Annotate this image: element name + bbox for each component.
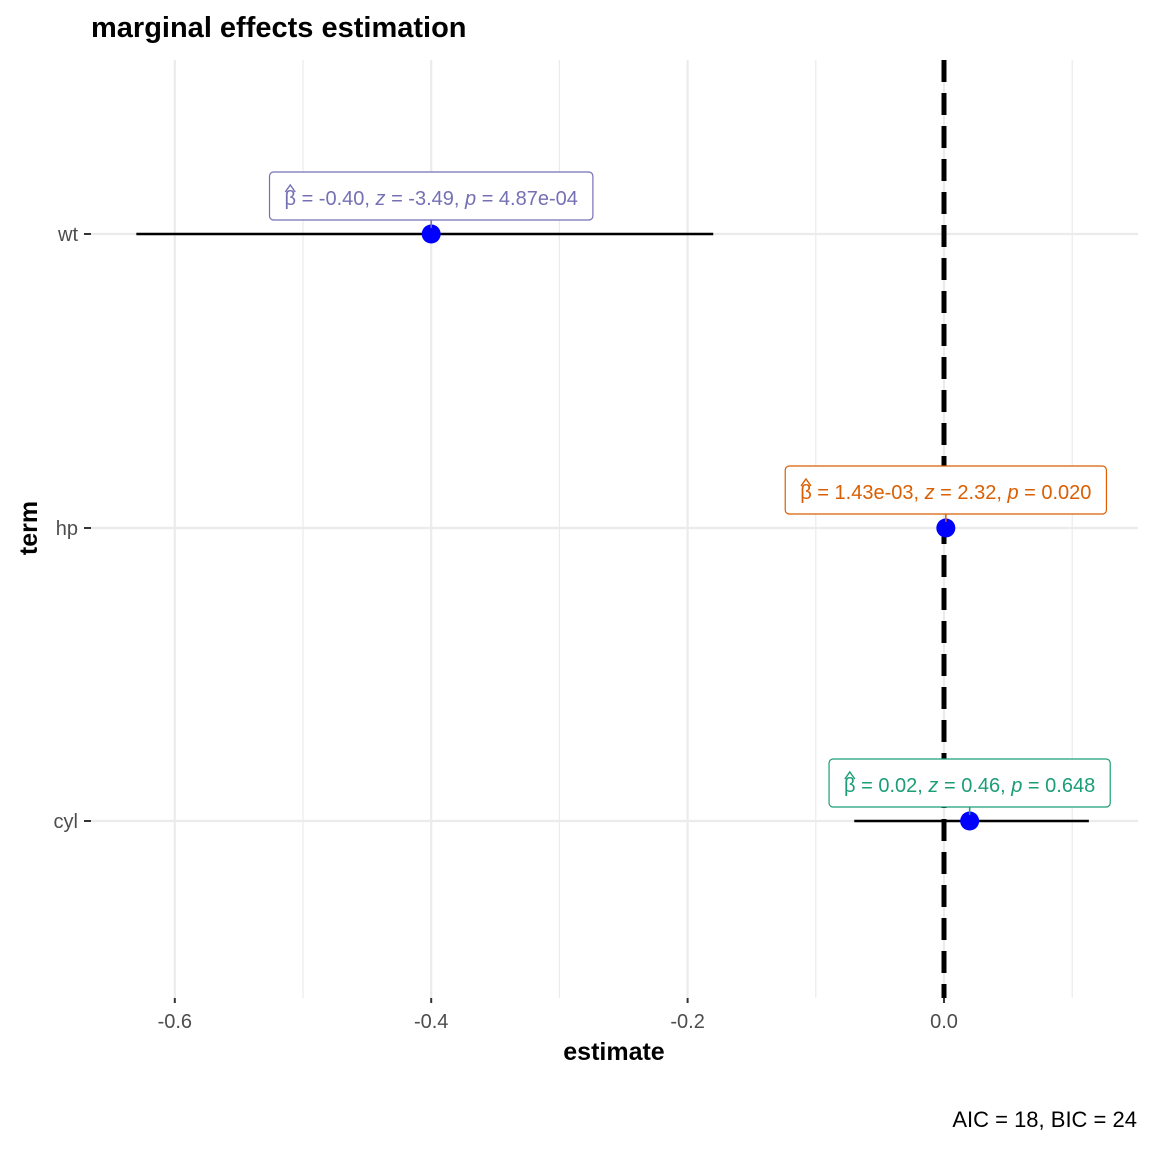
z-value: = 0.46, <box>938 775 1011 797</box>
estimate-cyl <box>854 811 1089 831</box>
p-symbol: p <box>1006 482 1018 504</box>
z-symbol: z <box>924 482 935 504</box>
beta-hat-icon <box>284 183 296 193</box>
y-tick-label: wt <box>57 224 78 246</box>
z-value: = -3.49, <box>386 188 466 210</box>
estimate-label-cyl: β = 0.02, z = 0.46, p = 0.648 <box>828 758 1111 815</box>
y-tick-label: hp <box>56 518 78 540</box>
z-symbol: z <box>927 775 938 797</box>
estimate-point <box>936 518 956 538</box>
beta-value: = 1.43e-03, <box>812 482 925 504</box>
estimate-labels: β = -0.40, z = -3.49, p = 4.87e-04β = 1.… <box>268 171 1111 815</box>
estimate-point <box>960 811 980 831</box>
estimate-label-wt: β = -0.40, z = -3.49, p = 4.87e-04 <box>268 171 594 228</box>
estimate-point <box>421 224 441 244</box>
model-fit-caption: AIC = 18, BIC = 24 <box>952 1107 1137 1132</box>
estimate-hp <box>936 518 956 538</box>
x-axis-title: estimate <box>563 1038 665 1066</box>
p-value: = 4.87e-04 <box>476 188 578 210</box>
p-symbol: p <box>1010 775 1022 797</box>
beta-hat-icon <box>800 477 812 487</box>
beta-hat-icon <box>844 770 856 780</box>
x-tick-label: -0.4 <box>414 1011 448 1033</box>
axes: -0.6 -0.4 -0.2 0.0 wt hp cyl <box>54 224 958 1033</box>
x-tick-label: 0.0 <box>930 1011 958 1033</box>
x-tick-label: -0.6 <box>158 1011 192 1033</box>
grid-lines <box>91 60 1138 998</box>
chart-title: marginal effects estimation <box>91 12 467 44</box>
estimate-label-hp: β = 1.43e-03, z = 2.32, p = 0.020 <box>784 465 1108 522</box>
x-tick-label: -0.2 <box>670 1011 704 1033</box>
y-axis-title: term <box>15 501 43 555</box>
p-value: = 0.020 <box>1019 482 1092 504</box>
p-value: = 0.648 <box>1022 775 1095 797</box>
p-symbol: p <box>464 188 476 210</box>
beta-value: = 0.02, <box>856 775 929 797</box>
estimate-label-text: β = 1.43e-03, z = 2.32, p = 0.020 <box>800 482 1091 504</box>
z-symbol: z <box>375 188 386 210</box>
beta-value: = -0.40, <box>296 188 376 210</box>
y-tick-label: cyl <box>54 811 78 833</box>
estimate-marks <box>136 224 1089 831</box>
estimate-wt <box>136 224 714 244</box>
estimate-label-text: β = 0.02, z = 0.46, p = 0.648 <box>844 775 1095 797</box>
estimate-label-text: β = -0.40, z = -3.49, p = 4.87e-04 <box>285 188 578 210</box>
z-value: = 2.32, <box>935 482 1008 504</box>
beta-symbol: β <box>844 775 856 797</box>
beta-symbol: β <box>800 482 812 504</box>
beta-symbol: β <box>285 188 297 210</box>
